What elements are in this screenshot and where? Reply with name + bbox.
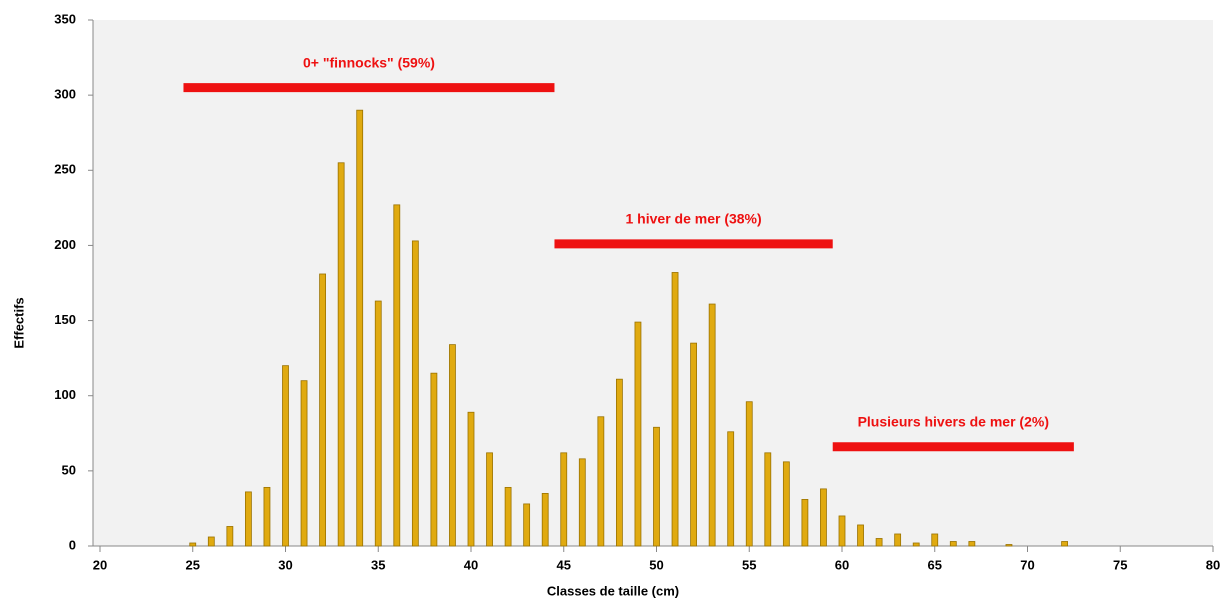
bar — [207, 536, 215, 547]
bar — [578, 458, 586, 547]
bar — [764, 452, 772, 547]
bar — [523, 503, 531, 547]
bar — [541, 492, 549, 547]
bar — [931, 533, 939, 547]
bar — [244, 491, 252, 547]
bar — [374, 300, 382, 547]
y-tick-label: 200 — [54, 237, 76, 252]
x-tick-label: 20 — [93, 557, 107, 572]
bar — [560, 452, 568, 547]
bar — [504, 486, 512, 547]
y-tick-label: 250 — [54, 162, 76, 177]
bar — [616, 378, 623, 547]
y-tick-label: 300 — [54, 87, 76, 102]
bar — [597, 416, 605, 547]
bar — [875, 538, 883, 547]
bar — [282, 365, 289, 547]
bar — [820, 488, 827, 547]
bar — [356, 109, 364, 547]
x-tick-label: 65 — [928, 557, 942, 572]
bar — [337, 162, 345, 547]
y-axis-label: Effectifs — [11, 297, 26, 348]
bar — [263, 486, 271, 547]
bar — [949, 541, 957, 547]
x-tick-label: 55 — [742, 557, 756, 572]
bar — [745, 401, 753, 547]
bar — [430, 372, 438, 547]
y-tick-label: 0 — [69, 537, 76, 552]
bar — [968, 541, 976, 547]
x-tick-label: 60 — [835, 557, 849, 572]
x-tick-label: 50 — [649, 557, 663, 572]
bar — [449, 344, 456, 547]
bar — [467, 411, 475, 547]
x-tick-label: 80 — [1206, 557, 1220, 572]
y-tick-label: 100 — [54, 387, 76, 402]
x-axis-label: Classes de taille (cm) — [547, 583, 679, 598]
bar — [801, 499, 809, 547]
x-tick-label: 35 — [371, 557, 385, 572]
annotation-label: 0+ "finnocks" (59%) — [303, 54, 435, 70]
annotation-label: 1 hiver de mer (38%) — [626, 211, 762, 227]
bar — [411, 240, 419, 547]
bar — [1061, 541, 1068, 547]
bar — [486, 452, 493, 547]
x-tick-label: 70 — [1020, 557, 1034, 572]
x-tick-label: 75 — [1113, 557, 1127, 572]
bar — [708, 303, 716, 547]
plot-area — [93, 20, 1213, 546]
bar — [727, 431, 735, 547]
bar — [319, 273, 327, 547]
bar — [690, 342, 697, 547]
x-tick-label: 40 — [464, 557, 478, 572]
bar — [782, 461, 790, 547]
y-tick-label: 50 — [62, 462, 76, 477]
bar — [653, 426, 660, 547]
bar — [393, 204, 401, 547]
x-tick-label: 30 — [278, 557, 292, 572]
bar — [300, 380, 308, 547]
bar — [634, 321, 642, 547]
bar — [894, 533, 902, 547]
bar — [1005, 544, 1013, 547]
bar — [226, 526, 234, 547]
bar — [912, 542, 920, 547]
bar — [838, 515, 846, 547]
x-tick-label: 25 — [186, 557, 200, 572]
annotation-label: Plusieurs hivers de mer (2%) — [858, 414, 1049, 430]
x-tick-label: 45 — [557, 557, 571, 572]
y-tick-label: 150 — [54, 312, 76, 327]
bar — [671, 272, 679, 547]
bar — [857, 524, 864, 547]
y-tick-label: 350 — [54, 11, 76, 26]
bar — [189, 542, 197, 547]
